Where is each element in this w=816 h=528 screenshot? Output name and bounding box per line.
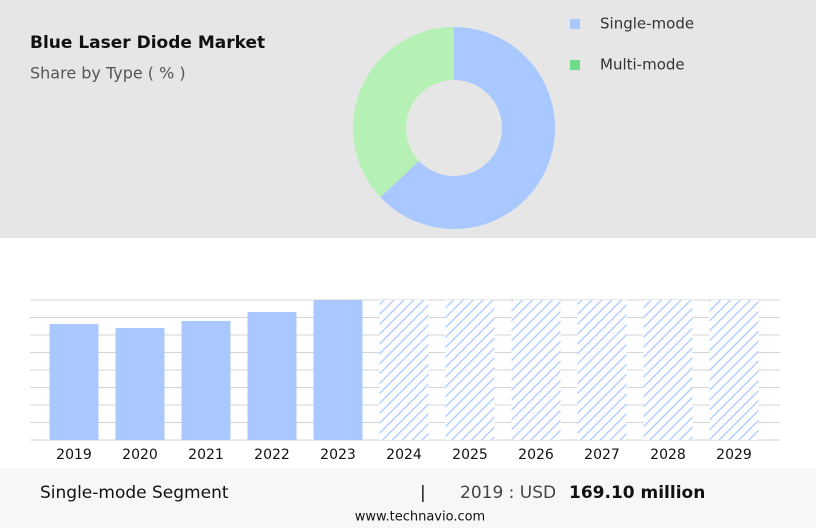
chart-subtitle: Share by Type ( % ) — [30, 64, 186, 83]
forecast-bar — [379, 300, 429, 440]
segment-label: Single-mode Segment — [40, 483, 229, 503]
x-tick-label: 2021 — [188, 447, 224, 463]
chart-title: Blue Laser Diode Market — [30, 33, 265, 53]
donut-slice — [353, 27, 454, 198]
x-tick-label: 2023 — [320, 447, 356, 463]
bar — [247, 312, 297, 440]
x-tick-label: 2028 — [650, 447, 686, 463]
legend-label: Multi-mode — [600, 56, 685, 74]
x-tick-label: 2024 — [386, 447, 422, 463]
legend-swatch — [570, 60, 580, 70]
x-tick-label: 2027 — [584, 447, 620, 463]
forecast-bar — [709, 300, 759, 440]
year-label: 2019 : USD — [460, 483, 556, 503]
forecast-bar — [445, 300, 495, 440]
x-tick-label: 2026 — [518, 447, 554, 463]
bar — [313, 300, 363, 440]
separator: | — [420, 483, 426, 503]
x-tick-label: 2020 — [122, 447, 158, 463]
source: www.technavio.com — [355, 510, 485, 525]
legend-swatch — [570, 19, 580, 29]
donut-slice — [380, 27, 555, 229]
bar — [49, 324, 99, 440]
x-tick-label: 2019 — [56, 447, 92, 463]
value-label: 169.10 million — [569, 483, 705, 503]
x-tick-label: 2022 — [254, 447, 290, 463]
x-tick-label: 2025 — [452, 447, 488, 463]
forecast-bar — [577, 300, 627, 440]
bar — [115, 327, 165, 440]
legend-label: Single-mode — [600, 15, 694, 33]
x-tick-label: 2029 — [716, 447, 752, 463]
forecast-bar — [643, 300, 693, 440]
forecast-bar — [511, 300, 561, 440]
bar — [181, 320, 231, 440]
